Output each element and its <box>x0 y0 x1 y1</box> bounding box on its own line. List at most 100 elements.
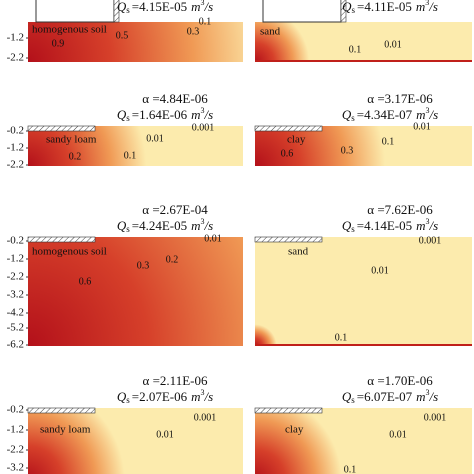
wall <box>340 0 347 23</box>
alpha: α =1.70E-06 <box>367 373 433 388</box>
bottom-band <box>255 60 472 62</box>
y-tick-label: -6.2 <box>7 339 24 351</box>
contour-label: 0.1 <box>124 150 137 161</box>
alpha: α =4.84E-06 <box>142 91 208 106</box>
contour-label: 0.1 <box>349 44 362 55</box>
alpha: α =7.62E-06 <box>367 202 433 217</box>
q-symbol: Q <box>117 0 127 14</box>
soil-label: homogenous soil <box>32 24 107 36</box>
y-tick-label: -5.2 <box>7 322 24 334</box>
discharge: Qs =4.14E-05 m3/s <box>342 217 438 234</box>
q-subscript: s <box>126 113 130 123</box>
plot-area <box>28 126 243 166</box>
panel: α =2.67E-04 Qs =4.24E-05 m3/s homogenous soi… <box>7 202 243 351</box>
contour-label: 0.6 <box>79 276 92 287</box>
discharge: Qs =6.07E-07 m3/s <box>342 388 438 405</box>
contour-label: 0.001 <box>192 122 215 133</box>
q-subscript: s <box>351 395 355 405</box>
unit-exponent: 3 <box>200 217 204 226</box>
panel: α =7.62E-06 Qs =4.14E-05 m3/s sand 0.001 0.01 0… <box>254 202 472 346</box>
discharge: Qs =2.07E-06 m3/s <box>117 388 213 405</box>
y-tick-label: -2.2 <box>7 271 24 283</box>
plot <box>28 237 243 346</box>
q-symbol: Q <box>342 0 352 14</box>
unit-exponent: 3 <box>425 217 429 226</box>
unit-suffix: /s <box>428 218 438 233</box>
y-tick-label: -1.2 <box>7 32 24 44</box>
q-symbol: Q <box>117 389 127 404</box>
structure <box>35 0 115 23</box>
unit-suffix: /s <box>428 389 438 404</box>
unit-exponent: 3 <box>425 106 429 115</box>
plot <box>28 408 243 474</box>
soil-label: sand <box>260 26 281 38</box>
q-symbol: Q <box>342 107 352 122</box>
discharge: Qs =4.24E-05 m3/s <box>117 217 213 234</box>
q-subscript: s <box>126 224 130 234</box>
panel: Qs =4.11E-05 m3/s sand 0.1 0.01 <box>255 0 472 62</box>
slab <box>254 407 323 414</box>
contour-label: 0.001 <box>424 412 447 423</box>
unit-base: m <box>416 389 425 404</box>
y-tick-label: -1.2 <box>7 142 24 154</box>
y-tick-label: -4.2 <box>7 307 24 319</box>
contour-label: 0.1 <box>344 464 357 474</box>
contour-label: 0.2 <box>69 151 82 162</box>
q-subscript: s <box>351 224 355 234</box>
y-tick-label: -2.2 <box>7 444 24 456</box>
unit-suffix: /s <box>203 107 213 122</box>
contour-label: 0.01 <box>146 133 164 144</box>
alpha: α =3.17E-06 <box>367 91 433 106</box>
alpha: α =2.67E-04 <box>142 202 208 217</box>
q-value: =2.07E-06 <box>132 389 188 404</box>
unit-suffix: /s <box>203 389 213 404</box>
unit-base: m <box>191 107 200 122</box>
contour-label: 0.3 <box>137 260 150 271</box>
y-tick-label: -0.2 <box>7 235 24 247</box>
plot <box>255 22 472 62</box>
contour-label: 0.01 <box>371 265 389 276</box>
contour-label: 0.01 <box>413 121 431 132</box>
unit-exponent: 3 <box>200 106 204 115</box>
discharge: Qs =4.34E-07 m3/s <box>342 106 438 123</box>
q-subscript: s <box>126 5 130 15</box>
contour-label: 0.01 <box>156 429 174 440</box>
q-symbol: Q <box>117 218 127 233</box>
soil-label: sandy loam <box>46 134 97 146</box>
y-tick-label: -3.2 <box>7 462 24 474</box>
discharge: Qs =4.15E-05 m3/s <box>117 0 213 15</box>
y-tick-label: -0.2 <box>7 404 24 416</box>
q-symbol: Q <box>342 389 352 404</box>
unit-suffix: /s <box>428 0 438 14</box>
y-tick-label: -1.2 <box>7 253 24 265</box>
contour-label: 0.1 <box>199 16 212 27</box>
q-subscript: s <box>126 395 130 405</box>
discharge: Qs =1.64E-06 m3/s <box>117 106 213 123</box>
plot <box>255 126 472 166</box>
plot <box>255 237 472 346</box>
q-symbol: Q <box>342 218 352 233</box>
unit-exponent: 3 <box>425 0 429 7</box>
plot-area <box>28 22 243 62</box>
unit-suffix: /s <box>203 218 213 233</box>
alpha: α =2.11E-06 <box>143 373 208 388</box>
soil-label: clay <box>285 424 304 436</box>
plot-area <box>28 408 243 474</box>
y-tick-label: -2.2 <box>7 159 24 171</box>
q-value: =4.34E-07 <box>357 107 413 122</box>
q-value: =1.64E-06 <box>132 107 188 122</box>
slab <box>254 125 323 132</box>
contour-label: 0.01 <box>384 39 402 50</box>
panel: Qs =4.15E-05 m3/s homogenous soil 0.9 0.5 0.30… <box>7 0 243 64</box>
q-value: =4.15E-05 <box>132 0 187 14</box>
slab <box>27 125 96 132</box>
y-tick-label: -1.2 <box>7 424 24 436</box>
unit-suffix: /s <box>203 0 213 14</box>
unit-suffix: /s <box>428 107 438 122</box>
unit-base: m <box>416 218 425 233</box>
bottom-band <box>255 344 472 346</box>
unit-exponent: 3 <box>425 388 429 397</box>
